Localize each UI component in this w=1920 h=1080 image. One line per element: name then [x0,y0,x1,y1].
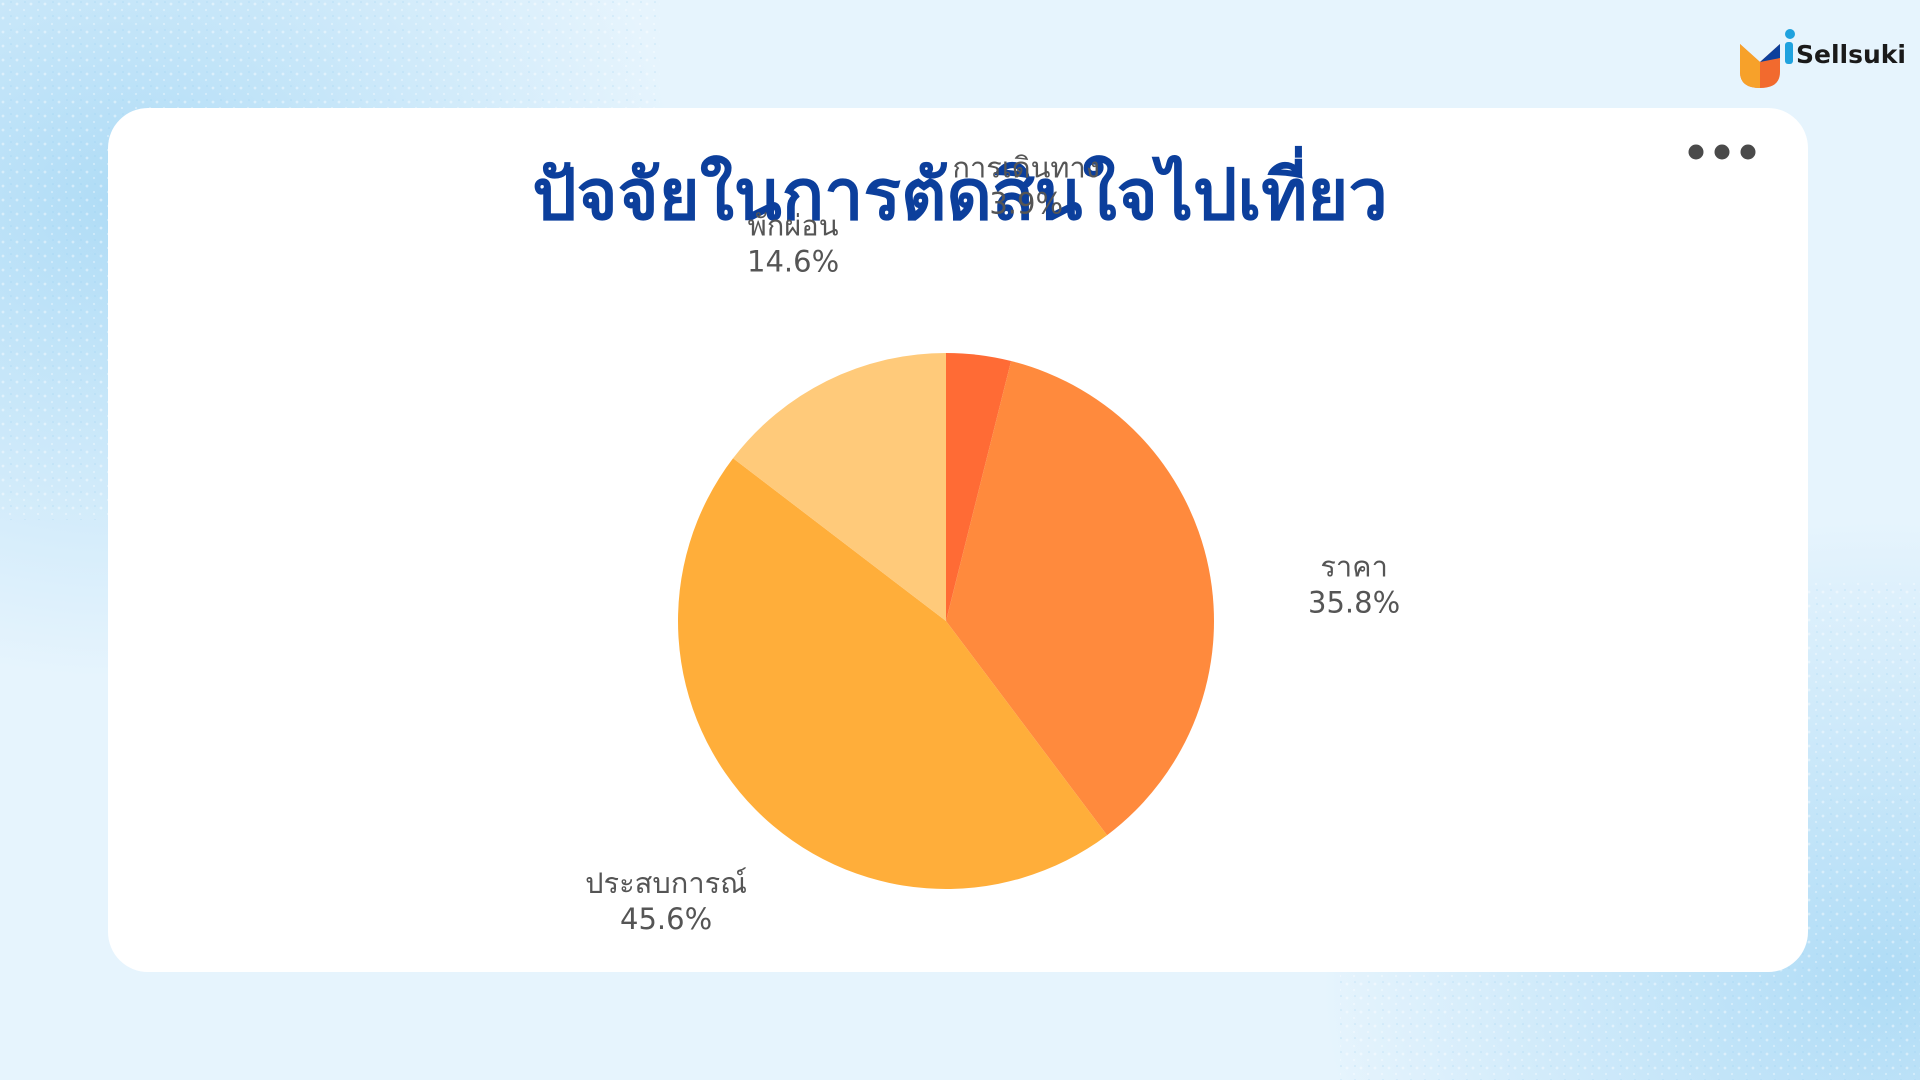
brand-name: Sellsuki [1796,40,1906,69]
pie-slice[interactable] [946,353,1012,621]
slice-percent-label: 45.6% [620,902,712,936]
slice-category-label: ประสบการณ์ [585,866,747,900]
sellsuki-logo-icon [1740,29,1795,88]
more-horizontal-icon[interactable] [1686,142,1758,162]
pie-slice[interactable] [678,458,1108,889]
slice-category-label: ราคา [1320,550,1388,584]
pie-slice[interactable] [733,353,946,621]
pie-slice[interactable] [946,361,1214,836]
pie-slices [678,353,1214,889]
chart-title: ปัจจัยในการตัดสินใจไปเที่ยว [532,154,1388,236]
slice-category-label: การเดินทาง [952,151,1100,185]
slice-percent-label: 14.6% [747,245,839,279]
slice-category-label: พักผ่อน [748,209,839,243]
slice-percent-label: 3.9% [989,187,1063,221]
slice-percent-label: 35.8% [1308,586,1400,620]
